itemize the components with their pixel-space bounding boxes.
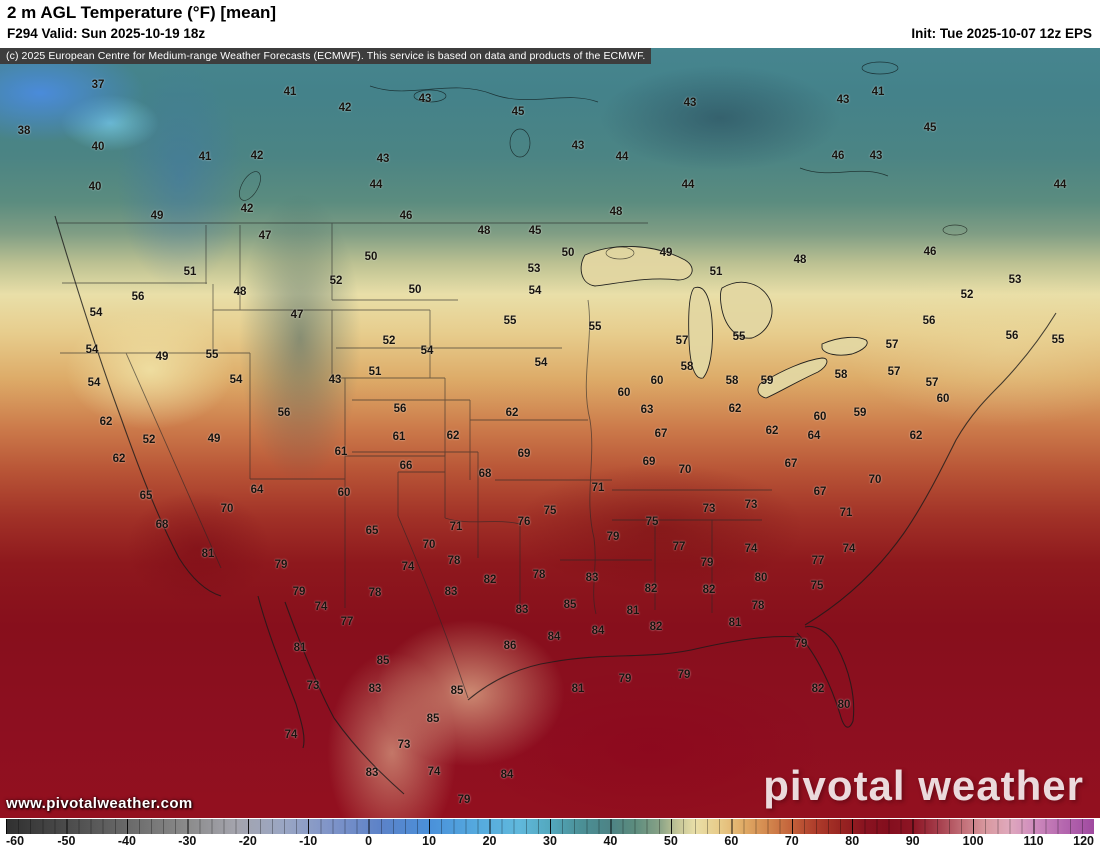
colorbar-tick-label: 10 <box>422 834 437 848</box>
colorbar-tick-label: 80 <box>845 834 860 848</box>
colorbar-tick-label: 120 <box>1073 834 1094 848</box>
colorbar-tick-label: 30 <box>543 834 557 848</box>
map-header: 2 m AGL Temperature (°F) [mean] F294 Val… <box>0 0 1100 48</box>
geography-borders-svg <box>54 61 1057 795</box>
temperature-colorbar: -60 -50 -40 -30 -20 -10 0 10 20 30 40 50 60 70 80 90 100… <box>0 818 1100 850</box>
great-lakes <box>580 246 868 399</box>
colorbar-gradient <box>6 819 1094 834</box>
colorbar-tick-label: -10 <box>299 834 318 848</box>
colorbar-tick-label: 0 <box>365 834 373 848</box>
coastlines <box>54 215 1057 795</box>
brand-watermark: pivotal weather <box>763 762 1084 809</box>
temperature-map[interactable]: (c) 2025 European Centre for Medium-rang… <box>0 48 1100 818</box>
elevation-contours <box>239 61 968 260</box>
colorbar-tick-label: 40 <box>603 834 618 848</box>
page-title: 2 m AGL Temperature (°F) [mean] <box>7 3 277 22</box>
colorbar-tick-label: 90 <box>905 834 920 848</box>
colorbar-tick-label: 100 <box>962 834 984 848</box>
copyright-bar: (c) 2025 European Centre for Medium-rang… <box>0 48 652 64</box>
colorbar-tick-label: 110 <box>1023 834 1044 848</box>
colorbar-tick-label: 60 <box>724 834 739 848</box>
colorbar-tick-label: -20 <box>238 834 257 848</box>
colorbar-major-ticks <box>6 819 1094 834</box>
colorbar-tick-label: 20 <box>482 834 497 848</box>
valid-time-label: F294 Valid: Sun 2025-10-19 18z <box>7 26 206 41</box>
colorbar-tick-label: 50 <box>663 834 678 848</box>
site-watermark: www.pivotalweather.com <box>6 795 193 812</box>
init-time-label: Init: Tue 2025-10-07 12z EPS <box>911 26 1092 41</box>
colorbar-tick-label: -30 <box>178 834 197 848</box>
state-borders <box>56 222 772 699</box>
colorbar-tick-label: -60 <box>6 834 25 848</box>
colorbar-tick-label: 70 <box>784 834 799 848</box>
colorbar-tick-label: -40 <box>117 834 136 848</box>
colorbar-labels: -60 -50 -40 -30 -20 -10 0 10 20 30 40 50 60 70 80 90 100… <box>6 833 1094 850</box>
colorbar-tick-label: -50 <box>57 834 76 848</box>
